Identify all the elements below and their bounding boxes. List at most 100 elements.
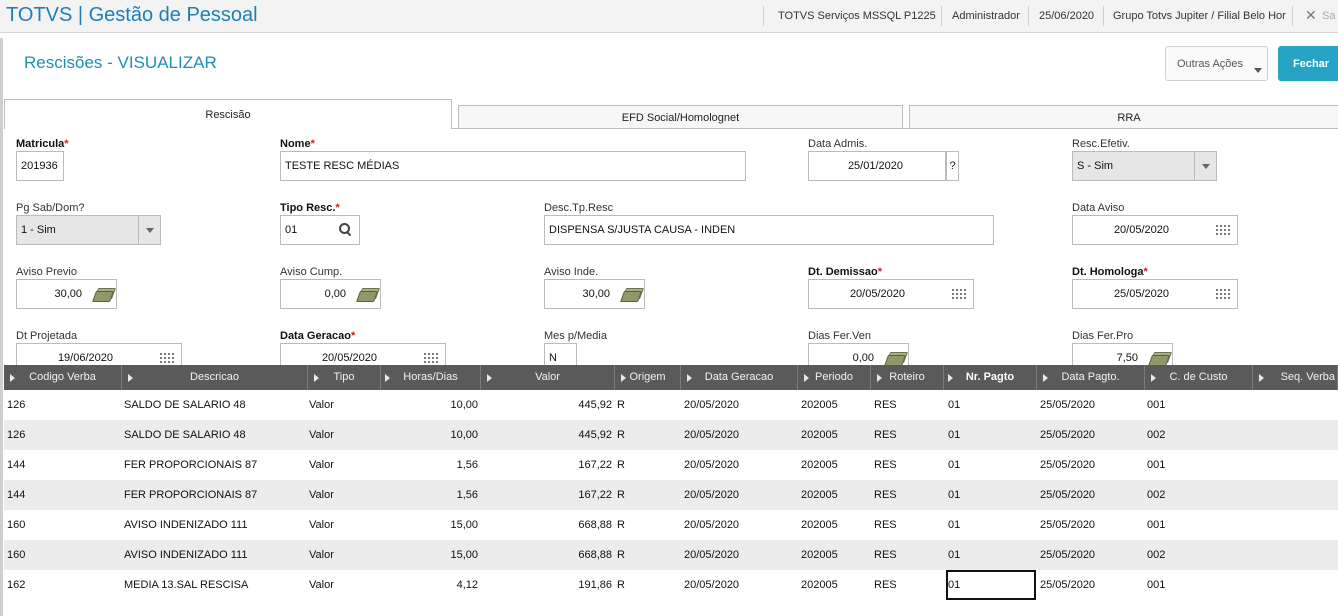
col-roteiro[interactable]: Roteiro	[871, 365, 944, 390]
cell-data-geracao: 20/05/2020	[684, 399, 740, 411]
aviso-inde-field[interactable]: 30,00	[544, 279, 645, 309]
calendar-icon[interactable]	[1215, 288, 1231, 301]
cell-nr-pagto: 01	[948, 579, 961, 591]
col-valor[interactable]: Valor	[481, 365, 615, 390]
pg-sab-dom-select[interactable]: 1 - Sim	[16, 215, 161, 245]
sort-icon	[687, 374, 692, 382]
sort-icon	[314, 374, 319, 382]
dt-demissao-field[interactable]: 20/05/2020	[808, 279, 974, 309]
sort-icon	[487, 374, 492, 382]
col-nr-pagto[interactable]: Nr. Pagto	[944, 365, 1037, 390]
tab-efd-social[interactable]: EFD Social/Homolognet	[458, 105, 903, 129]
tipo-resc-field[interactable]: 01	[280, 215, 360, 245]
sort-icon	[10, 374, 15, 382]
selected-cell[interactable]	[946, 570, 1036, 600]
cell-tipo: Valor	[309, 489, 334, 501]
cell-nr-pagto: 01	[948, 489, 961, 501]
money-icon[interactable]	[885, 352, 905, 364]
cell-codigo-verba: 160	[7, 549, 26, 561]
tab-rescisao[interactable]: Rescisão	[4, 99, 452, 129]
dias-fer-pro-value: 7,50	[1116, 352, 1138, 364]
tab-rra[interactable]: RRA	[909, 105, 1338, 129]
cell-periodo: 202005	[801, 459, 838, 471]
col-data-pagto[interactable]: Data Pagto.	[1037, 365, 1145, 390]
desc-tp-resc-field[interactable]: DISPENSA S/JUSTA CAUSA - INDEN	[544, 215, 994, 245]
data-aviso-field[interactable]: 20/05/2020	[1072, 215, 1238, 245]
col-tipo[interactable]: Tipo	[308, 365, 381, 390]
matricula-field[interactable]: 201936	[16, 151, 64, 181]
cell-horas-dias: 10,00	[450, 429, 478, 441]
table-row[interactable]: 144 FER PROPORCIONAIS 87 Valor 1,56 167,22 R 2…	[4, 480, 1338, 510]
calendar-icon[interactable]	[159, 352, 175, 365]
resc-efetiv-select[interactable]: S - Sim	[1072, 151, 1217, 181]
resc-efetiv-value: S - Sim	[1077, 160, 1114, 172]
col-c-custo[interactable]: C. de Custo	[1145, 365, 1253, 390]
cell-periodo: 202005	[801, 549, 838, 561]
col-data-geracao[interactable]: Data Geracao	[681, 365, 798, 390]
col-origem[interactable]: Origem	[615, 365, 681, 390]
cell-data-pagto: 25/05/2020	[1040, 579, 1096, 591]
data-admis-field[interactable]: 25/01/2020	[808, 151, 946, 181]
chevron-down-icon[interactable]	[1194, 152, 1216, 180]
close-button[interactable]: Fechar	[1278, 46, 1338, 81]
user-info: Administrador	[952, 10, 1020, 22]
cell-tipo: Valor	[309, 549, 334, 561]
separator	[1028, 6, 1029, 26]
col-seq-verba[interactable]: Seq. Verba	[1253, 365, 1338, 390]
cell-tipo: Valor	[309, 399, 334, 411]
money-icon[interactable]	[357, 288, 377, 300]
close-icon[interactable]: ✕	[1305, 7, 1317, 23]
cell-valor: 445,92	[578, 429, 612, 441]
cell-c-custo: 001	[1147, 459, 1166, 471]
separator	[763, 6, 764, 26]
col-periodo[interactable]: Periodo	[798, 365, 871, 390]
cell-nr-pagto: 01	[948, 519, 961, 531]
exit-label[interactable]: Sa	[1322, 10, 1336, 22]
cell-nr-pagto: 01	[948, 399, 961, 411]
aviso-cump-field[interactable]: 0,00	[280, 279, 381, 309]
aviso-cump-label: Aviso Cump.	[280, 266, 343, 278]
cell-tipo: Valor	[309, 459, 334, 471]
chevron-down-icon[interactable]	[138, 216, 160, 244]
table-row[interactable]: 160 AVISO INDENIZADO 111 Valor 15,00 668,88 R…	[4, 510, 1338, 540]
money-icon[interactable]	[93, 288, 113, 300]
matricula-label: Matricula*	[16, 138, 69, 150]
chevron-down-icon[interactable]	[1254, 68, 1262, 73]
cell-c-custo: 002	[1147, 429, 1166, 441]
cell-nr-pagto: 01	[948, 459, 961, 471]
aviso-previo-field[interactable]: 30,00	[16, 279, 117, 309]
col-descricao[interactable]: Descricao	[122, 365, 308, 390]
calendar-icon[interactable]	[1215, 224, 1231, 237]
dt-homologa-value: 25/05/2020	[1113, 288, 1169, 300]
help-button[interactable]: ?	[946, 151, 959, 181]
table-row[interactable]: 126 SALDO DE SALARIO 48 Valor 10,00 445,92 R 2…	[4, 390, 1338, 420]
cell-data-geracao: 20/05/2020	[684, 489, 740, 501]
cell-horas-dias: 15,00	[450, 519, 478, 531]
table-row[interactable]: 144 FER PROPORCIONAIS 87 Valor 1,56 167,22 R 2…	[4, 450, 1338, 480]
nome-field[interactable]: TESTE RESC MÉDIAS	[280, 151, 746, 181]
cell-data-geracao: 20/05/2020	[684, 579, 740, 591]
cell-data-geracao: 20/05/2020	[684, 519, 740, 531]
col-horas-dias[interactable]: Horas/Dias	[381, 365, 481, 390]
table-row[interactable]: 162 MEDIA 13.SAL RESCISA Valor 4,12 191,86 R 2…	[4, 570, 1338, 600]
cell-roteiro: RES	[874, 519, 897, 531]
data-geracao-label: Data Geracao*	[280, 330, 356, 342]
col-codigo-verba[interactable]: Codigo Verba	[4, 365, 122, 390]
dt-homologa-field[interactable]: 25/05/2020	[1072, 279, 1238, 309]
sort-icon	[948, 374, 953, 382]
aviso-inde-value: 30,00	[582, 288, 610, 300]
table-row[interactable]: 126 SALDO DE SALARIO 48 Valor 10,00 445,92 R 2…	[4, 420, 1338, 450]
calendar-icon[interactable]	[951, 288, 967, 301]
sort-icon	[1043, 374, 1048, 382]
sort-icon	[128, 374, 133, 382]
data-aviso-value: 20/05/2020	[1113, 224, 1169, 236]
money-icon[interactable]	[1149, 352, 1169, 364]
calendar-icon[interactable]	[423, 352, 439, 365]
cell-data-geracao: 20/05/2020	[684, 549, 740, 561]
other-actions-button[interactable]: Outras Ações	[1165, 46, 1268, 81]
table-row[interactable]: 160 AVISO INDENIZADO 111 Valor 15,00 668,88 R…	[4, 540, 1338, 570]
search-icon[interactable]	[339, 223, 353, 237]
page-title: Rescisões - VISUALIZAR	[24, 53, 217, 72]
money-icon[interactable]	[621, 288, 641, 300]
cell-tipo: Valor	[309, 579, 334, 591]
